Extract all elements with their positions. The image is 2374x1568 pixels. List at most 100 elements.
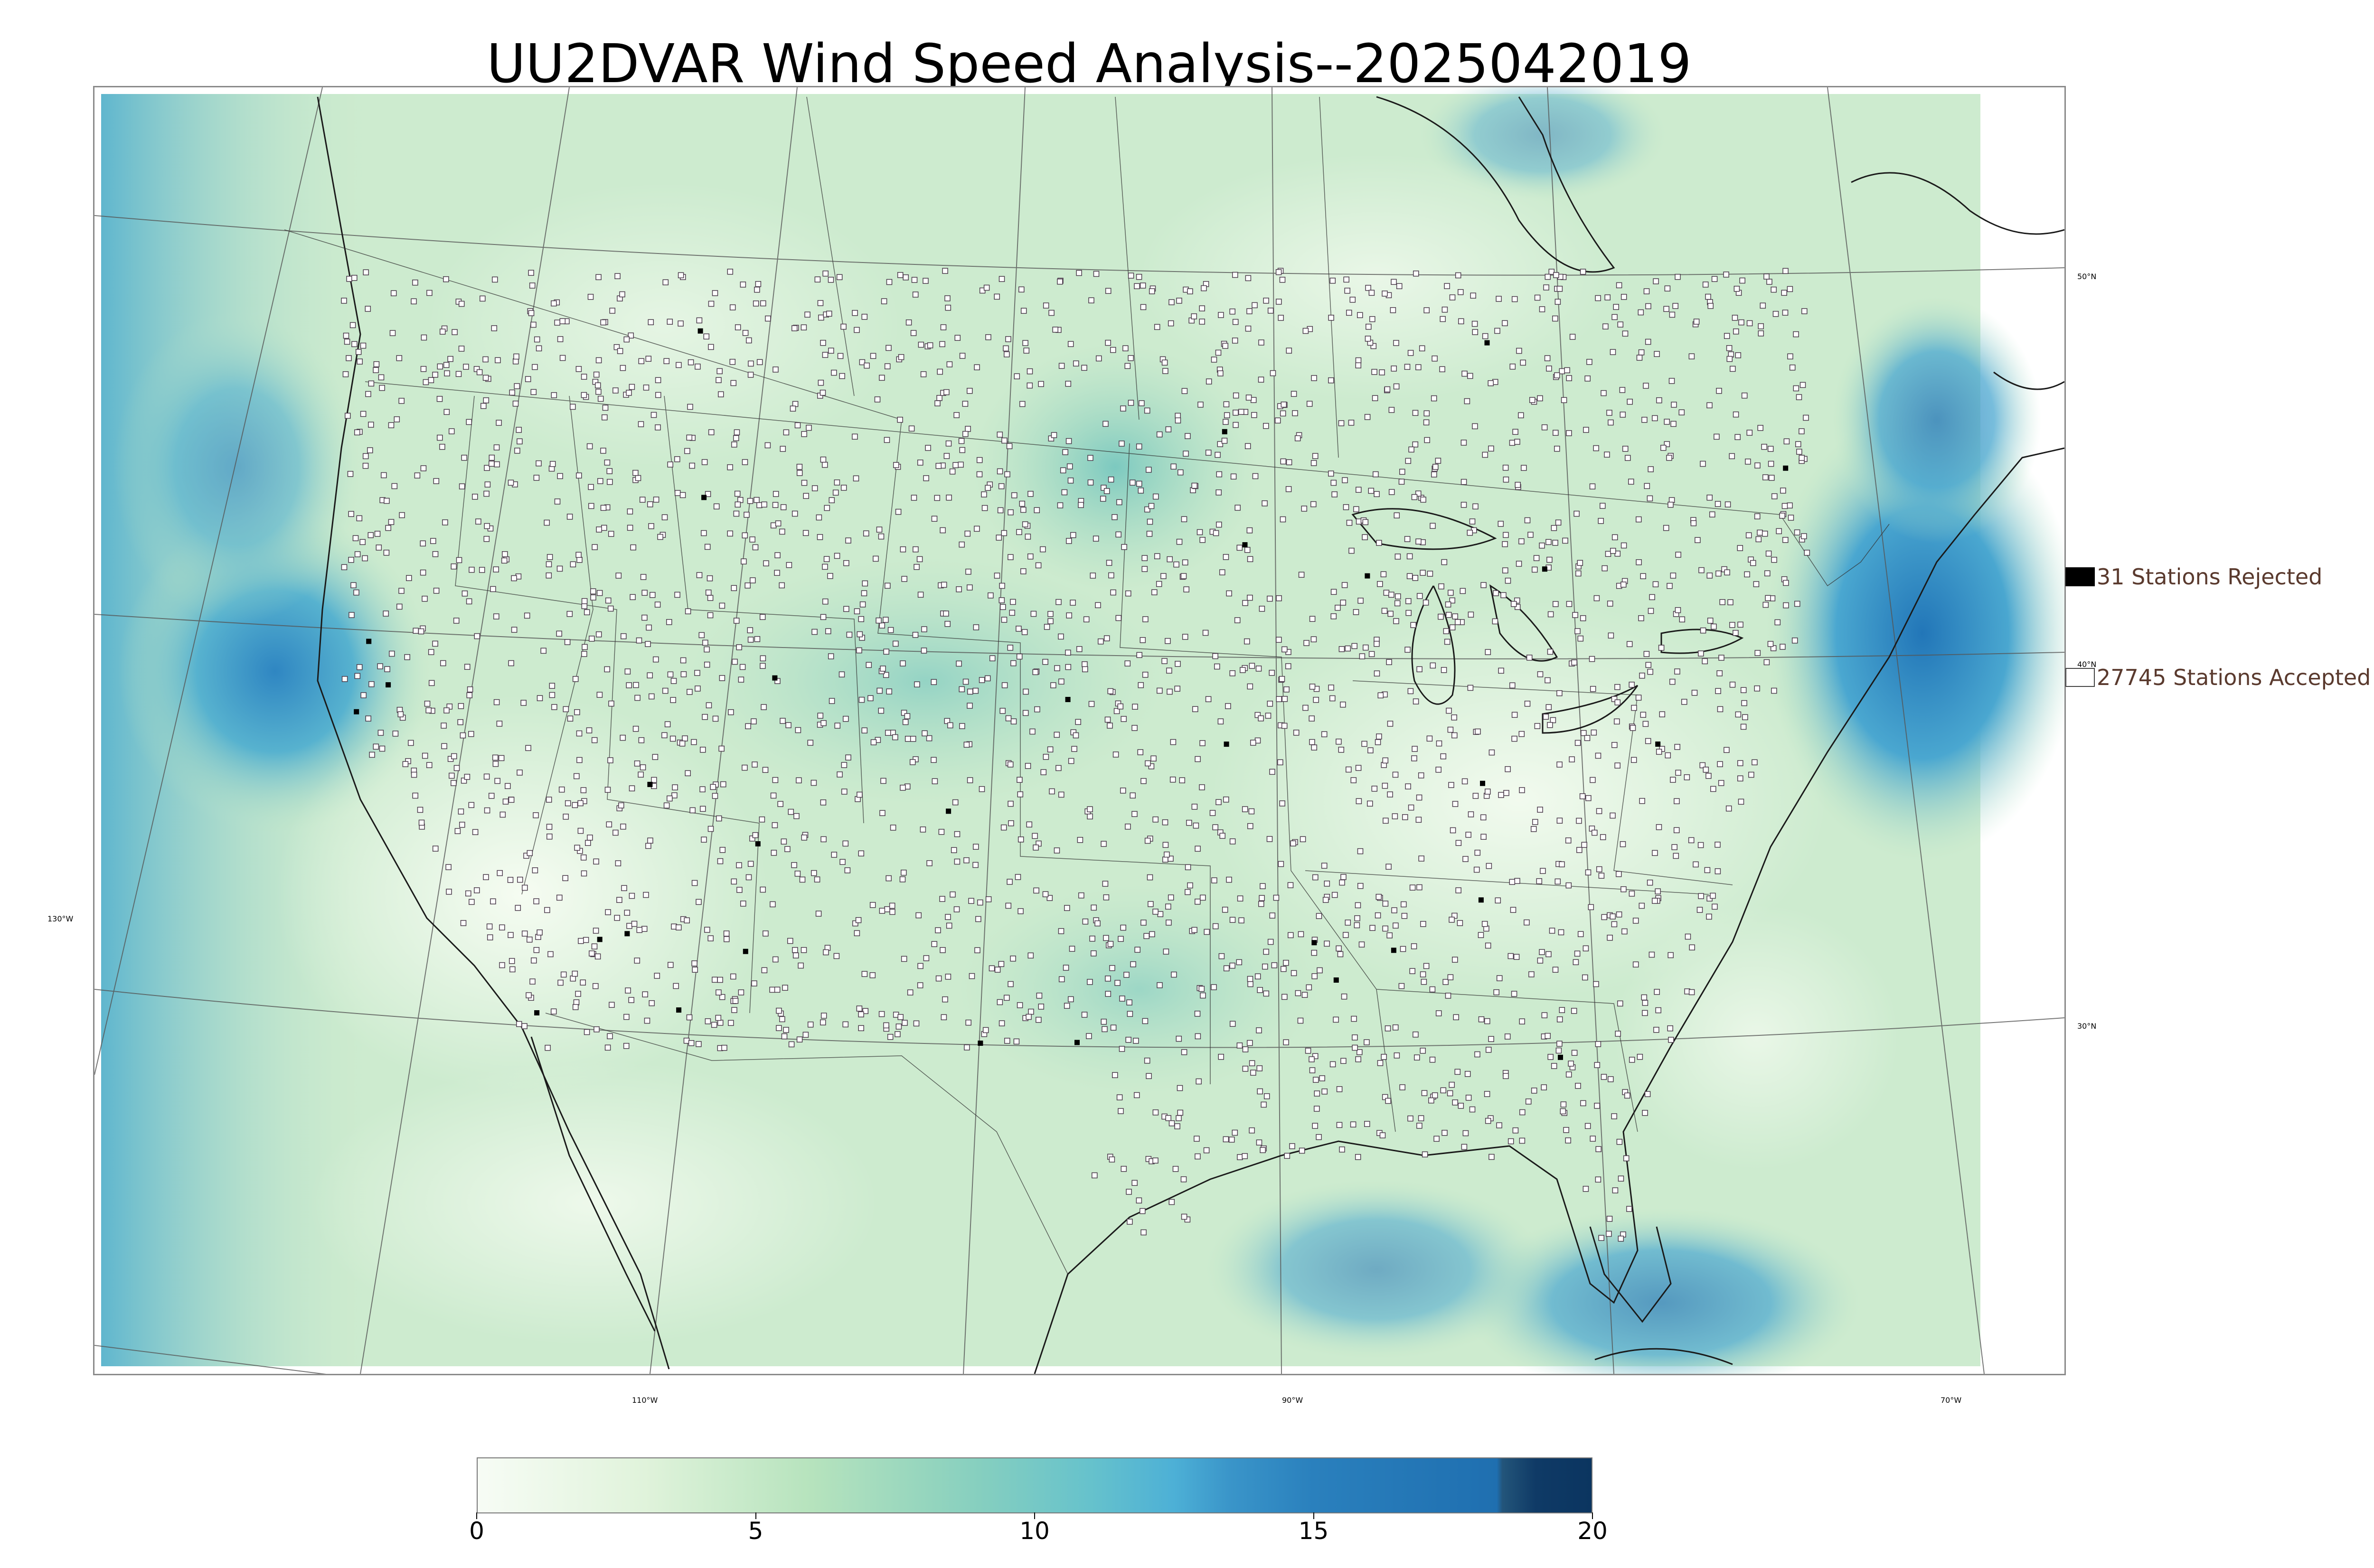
accepted-station-marker	[1438, 613, 1444, 620]
accepted-station-marker	[1580, 1100, 1586, 1107]
accepted-station-marker	[1038, 381, 1044, 387]
accepted-station-marker	[1757, 425, 1763, 431]
accepted-station-marker	[1107, 688, 1114, 695]
accepted-station-marker	[1211, 357, 1217, 363]
accepted-station-marker	[841, 789, 848, 795]
accepted-station-marker	[620, 823, 626, 830]
accepted-station-marker	[1018, 286, 1025, 293]
accepted-station-marker	[1762, 474, 1769, 480]
accepted-station-marker	[602, 404, 609, 411]
accepted-station-marker	[1058, 976, 1065, 983]
accepted-station-marker	[1044, 624, 1050, 630]
accepted-station-marker	[1458, 318, 1464, 325]
accepted-station-marker	[1799, 455, 1805, 461]
accepted-station-marker	[1247, 976, 1253, 982]
accepted-station-marker	[1438, 583, 1444, 590]
accepted-station-marker	[1380, 571, 1387, 577]
accepted-station-marker	[1507, 1138, 1514, 1145]
accepted-station-marker	[1043, 754, 1049, 760]
accepted-station-marker	[1733, 411, 1739, 418]
accepted-station-marker	[1539, 949, 1545, 955]
accepted-station-marker	[784, 846, 791, 852]
accepted-station-marker	[1035, 562, 1042, 569]
accepted-station-marker	[442, 519, 448, 526]
colorbar-tick-label: 5	[748, 1517, 763, 1545]
accepted-station-marker	[822, 563, 828, 570]
accepted-station-marker	[776, 1007, 782, 1014]
accepted-station-marker	[981, 491, 987, 498]
accepted-station-marker	[577, 827, 584, 834]
accepted-station-marker	[379, 745, 386, 752]
accepted-station-marker	[1262, 963, 1268, 970]
accepted-station-marker	[1376, 733, 1382, 740]
accepted-station-marker	[520, 700, 527, 706]
accepted-station-marker	[1345, 920, 1351, 926]
accepted-station-marker	[1452, 801, 1459, 807]
accepted-station-marker	[688, 359, 694, 366]
accepted-station-marker	[779, 528, 785, 535]
accepted-station-marker	[605, 909, 611, 915]
accepted-station-marker	[1069, 946, 1075, 952]
accepted-station-marker	[460, 732, 466, 739]
accepted-station-marker	[772, 777, 779, 783]
accepted-station-marker	[1647, 495, 1653, 502]
accepted-station-marker	[815, 911, 822, 917]
accepted-station-marker	[1112, 1072, 1118, 1078]
accepted-station-marker	[975, 916, 981, 922]
accepted-station-marker	[899, 876, 906, 883]
rejected-station-marker	[366, 638, 372, 644]
accepted-station-marker	[772, 366, 779, 373]
accepted-station-marker	[1608, 419, 1614, 426]
accepted-station-marker	[1485, 649, 1491, 655]
accepted-station-marker	[749, 836, 755, 842]
accepted-station-marker	[1419, 345, 1425, 352]
accepted-station-marker	[516, 1021, 522, 1027]
accepted-station-marker	[1688, 353, 1695, 359]
accepted-station-marker	[414, 472, 421, 479]
accepted-station-marker	[1103, 488, 1110, 494]
accepted-station-marker	[927, 342, 933, 348]
accepted-station-marker	[1278, 315, 1284, 321]
accepted-station-marker	[1250, 1070, 1256, 1076]
accepted-station-marker	[879, 622, 886, 629]
accepted-station-marker	[1665, 752, 1671, 759]
accepted-station-marker	[1003, 345, 1009, 352]
accepted-station-marker	[559, 318, 566, 324]
accepted-station-marker	[840, 485, 847, 491]
accepted-station-marker	[1100, 496, 1106, 502]
accepted-station-marker	[1566, 430, 1572, 436]
accepted-station-marker	[1368, 651, 1375, 657]
accepted-station-marker	[765, 315, 771, 322]
accepted-station-marker	[1656, 749, 1662, 755]
accepted-station-marker	[1096, 355, 1102, 362]
accepted-station-marker	[1281, 723, 1288, 729]
accepted-station-marker	[499, 811, 506, 818]
accepted-station-marker	[1660, 445, 1667, 451]
parallel-20n	[94, 1345, 327, 1374]
meridian-120w	[360, 87, 570, 1374]
accepted-station-marker	[1715, 868, 1721, 874]
accepted-station-marker	[783, 429, 790, 436]
accepted-station-marker	[1733, 328, 1739, 335]
accepted-station-marker	[925, 445, 931, 451]
accepted-station-marker	[1465, 832, 1471, 838]
accepted-station-marker	[1706, 913, 1712, 920]
accepted-station-marker	[1319, 1075, 1325, 1081]
accepted-station-marker	[1269, 769, 1275, 775]
accepted-station-marker	[999, 276, 1005, 282]
accepted-station-marker	[666, 619, 672, 625]
accepted-station-marker	[404, 654, 410, 660]
accepted-station-marker	[935, 927, 941, 933]
accepted-station-marker	[747, 861, 754, 867]
accepted-station-marker	[1803, 414, 1809, 421]
accepted-station-marker	[1647, 668, 1653, 675]
accepted-station-marker	[1312, 1053, 1319, 1060]
accepted-station-marker	[1590, 777, 1596, 783]
accepted-station-marker	[657, 534, 663, 540]
accepted-station-marker	[1329, 1061, 1336, 1068]
accepted-station-marker	[455, 371, 462, 377]
accepted-station-marker	[1559, 861, 1565, 867]
accepted-station-marker	[750, 577, 756, 583]
accepted-station-marker	[716, 377, 722, 383]
